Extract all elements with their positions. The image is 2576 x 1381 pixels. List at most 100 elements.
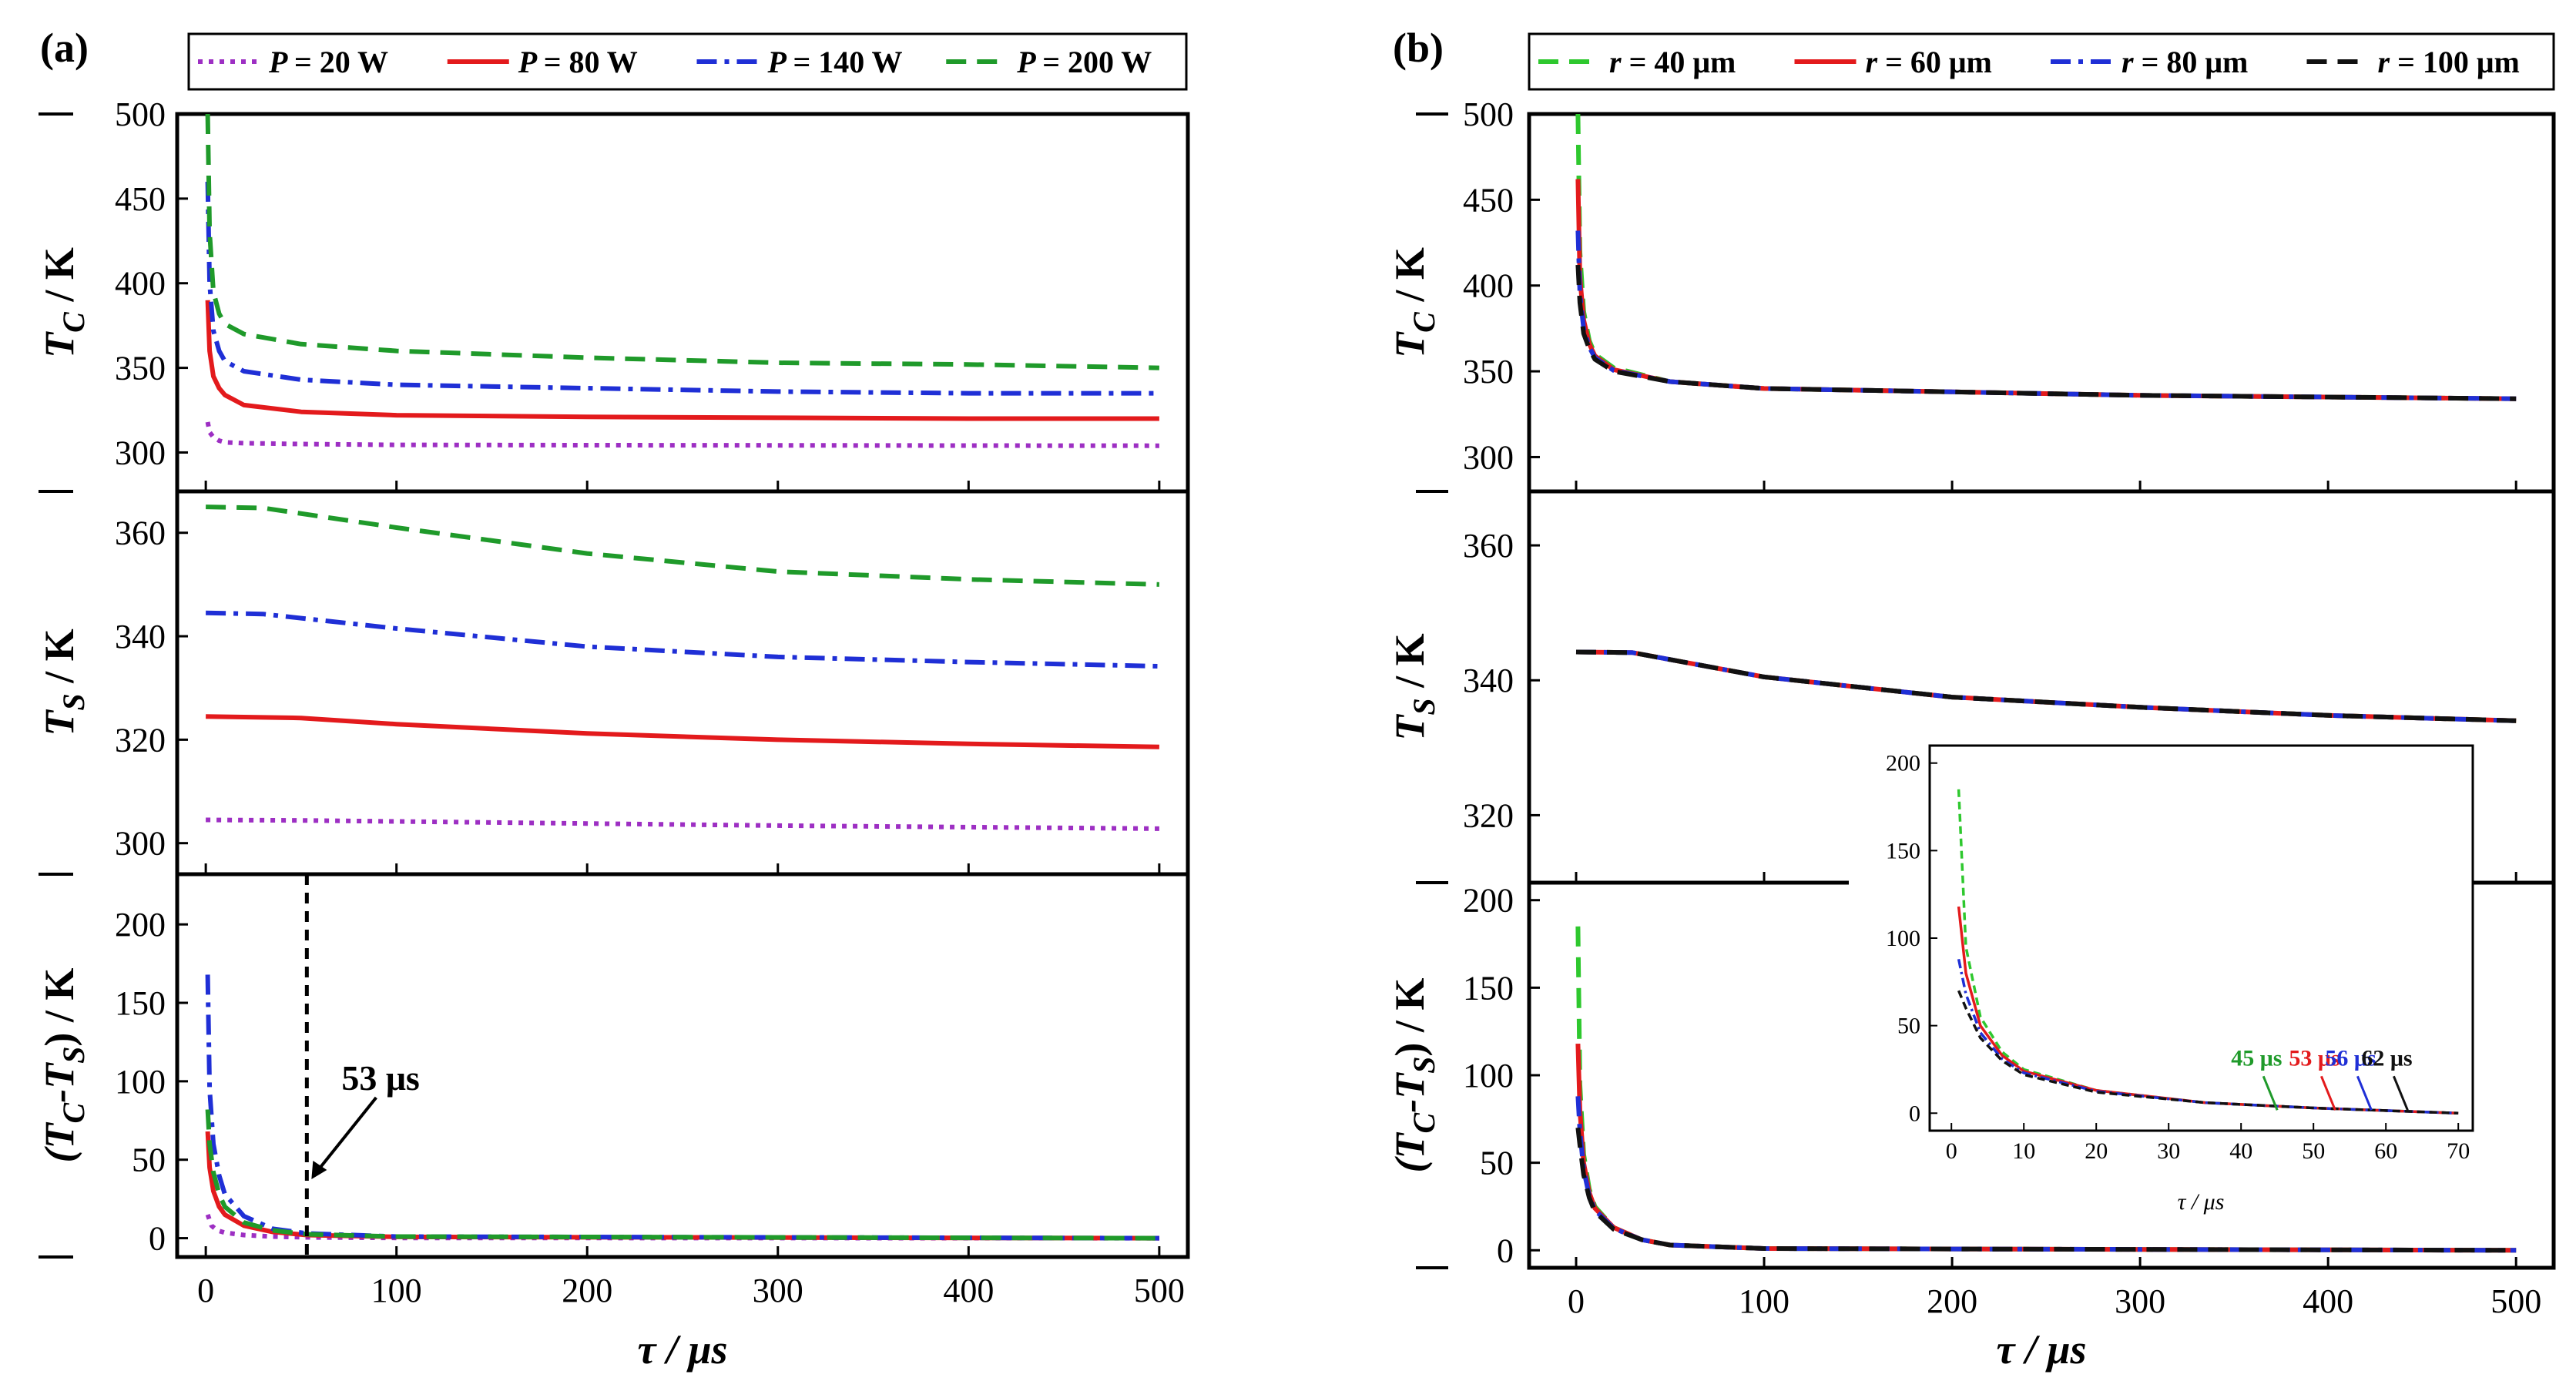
xtick-label-b-2: 200: [1927, 1282, 1977, 1320]
annotation-arrowhead-a: [311, 1161, 327, 1179]
legend-a: P = 20 W P = 80 W P = 140 W P = 200 W: [198, 45, 1152, 79]
legend-label-a-3: P = 200 W: [1016, 45, 1152, 79]
ytick-label-b-Tc-2: 400: [1463, 267, 1514, 305]
svg-text:(TC-TS) / K: (TC-TS) / K: [1387, 978, 1441, 1173]
ytick-label-b-Tc-0: 300: [1463, 438, 1514, 476]
series-b-Tc-Ts-3: [1575, 1127, 2517, 1253]
diff-frame-a: [175, 872, 1190, 1259]
ytick-label-b-Tc-Ts-0: 0: [1497, 1232, 1514, 1269]
inset-xlabel: τ / μs: [2178, 1189, 2225, 1215]
ytick-label-a-Tc-4: 500: [115, 96, 166, 133]
inset-xtick-label-6: 60: [2374, 1138, 2397, 1164]
tc-ylabel-b: TC / K: [1387, 247, 1441, 358]
panel-a: (a) P = 20 W P = 80 W P = 140 W P = 200 W T…: [36, 25, 1190, 1373]
series-a-Ts-3: [206, 504, 1159, 587]
inset-xtick-label-3: 30: [2157, 1138, 2180, 1164]
ytick-label-a-Ts-3: 360: [115, 515, 166, 552]
xlabel-b: τ / μs: [1996, 1326, 2086, 1373]
inset-series-3: [1957, 990, 2459, 1115]
inset-ytick-label-4: 200: [1886, 751, 1920, 776]
ytick-label-b-Tc-Ts-4: 200: [1463, 882, 1514, 920]
legend-label-b-2: r = 80 μm: [2122, 45, 2248, 79]
ytick-label-a-Tc-3: 450: [115, 180, 166, 218]
ytick-label-a-Ts-0: 300: [115, 825, 166, 863]
ytick-label-b-Tc-1: 350: [1463, 353, 1514, 391]
ytick-label-b-Tc-Ts-2: 100: [1463, 1057, 1514, 1094]
inset-annotation-2: 56 μs: [2325, 1045, 2376, 1071]
inset-xtick-label-4: 40: [2229, 1138, 2252, 1164]
ytick-label-a-Tc-Ts-4: 200: [115, 906, 166, 944]
svg-text:TC / K: TC / K: [1387, 247, 1441, 358]
inset-xtick-label-5: 50: [2302, 1138, 2325, 1164]
legend-b: r = 40 μm r = 60 μm r = 80 μm r = 100 μm: [1538, 45, 2520, 79]
svg-text:TS / K: TS / K: [36, 628, 91, 736]
ytick-label-a-Tc-Ts-1: 50: [132, 1141, 166, 1179]
ytick-label-a-Tc-Ts-3: 150: [115, 984, 166, 1022]
inset-arrow-0: [2262, 1075, 2279, 1111]
inset-series-2: [1957, 958, 2459, 1115]
inset-annotation-0: 45 μs: [2231, 1045, 2282, 1071]
xtick-label-b-5: 500: [2490, 1282, 2541, 1320]
ytick-label-a-Tc-2: 400: [115, 265, 166, 303]
xtick-label-b-1: 100: [1739, 1282, 1789, 1320]
frames-a: [39, 112, 1190, 1259]
legend-b-box: [1528, 32, 2555, 91]
xtick-label-a-0: 0: [197, 1272, 214, 1309]
inset-annotation-1: 53 μs: [2289, 1045, 2340, 1071]
legend-label-a-2: P = 140 W: [767, 45, 903, 79]
legend-label-b-0: r = 40 μm: [1609, 45, 1736, 79]
inset-arrow-2: [2356, 1075, 2373, 1111]
legend-label-a-1: P = 80 W: [518, 45, 638, 79]
ytick-label-b-Tc-Ts-1: 50: [1480, 1145, 1514, 1182]
series-a-Tc-Ts-3: [205, 1109, 1159, 1241]
series-a-Tc-0: [205, 421, 1159, 448]
series-a-Ts-0: [206, 817, 1159, 831]
xtick-label-a-3: 300: [753, 1272, 803, 1309]
inset-ytick-label-2: 100: [1886, 926, 1920, 951]
ytick-label-b-Tc-4: 500: [1463, 96, 1514, 133]
diff-ylabel-b: (TC-TS) / K: [1387, 978, 1441, 1173]
ts-ylabel-a: TS / K: [36, 628, 91, 736]
series-b-Ts-3: [1575, 649, 2517, 723]
inset-ytick-label-1: 50: [1897, 1014, 1920, 1039]
series-a-Ts-1: [206, 714, 1159, 749]
legend-a-box: [187, 32, 1188, 91]
series-b-Tc-3: [1575, 264, 2517, 401]
diff-ylabel-a: (TC-TS) / K: [36, 968, 91, 1163]
inset-ytick-label-0: 0: [1909, 1101, 1920, 1126]
xtick-label-b-0: 0: [1568, 1282, 1585, 1320]
inset-annotation-3: 62 μs: [2361, 1045, 2412, 1071]
legend-label-b-1: r = 60 μm: [1866, 45, 1992, 79]
plot-a: 300 350 400 450 500 300 320 340 360 0 50 100 150 200 5…: [115, 96, 1185, 1309]
series-a-Ts-2: [206, 610, 1159, 669]
ytick-label-a-Tc-Ts-0: 0: [149, 1220, 166, 1258]
svg-text:(TC-TS) / K: (TC-TS) / K: [36, 968, 91, 1163]
xtick-label-a-2: 200: [562, 1272, 612, 1309]
series-a-Tc-3: [205, 113, 1159, 370]
inset-arrow-1: [2320, 1075, 2336, 1111]
inset-arrow-3: [2393, 1075, 2409, 1111]
svg-text:TC / K: TC / K: [36, 247, 91, 358]
ytick-label-a-Tc-0: 300: [115, 434, 166, 471]
ytick-label-b-Tc-Ts-3: 150: [1463, 969, 1514, 1007]
series-a-Tc-1: [205, 300, 1159, 421]
inset-plot: 0 50 100 150 200 0 10 20 30 40 50 60 70 45 μs 53 μs56 …: [1886, 751, 2470, 1164]
xtick-label-a-5: 500: [1134, 1272, 1185, 1309]
ytick-label-b-Ts-2: 360: [1463, 527, 1514, 565]
inset-ytick-label-3: 150: [1886, 838, 1920, 863]
panel-b-label: (b): [1393, 25, 1444, 71]
ytick-label-a-Tc-1: 350: [115, 350, 166, 387]
ytick-label-a-Ts-2: 340: [115, 618, 166, 655]
xtick-label-a-1: 100: [371, 1272, 422, 1309]
ytick-label-a-Ts-1: 320: [115, 721, 166, 759]
inset-xtick-label-1: 10: [2012, 1138, 2035, 1164]
annotation-text-a: 53 μs: [341, 1058, 419, 1098]
xtick-label-b-4: 400: [2303, 1282, 2353, 1320]
series-a-Tc-2: [205, 181, 1159, 396]
legend-label-b-3: r = 100 μm: [2378, 45, 2520, 79]
ytick-label-a-Tc-Ts-2: 100: [115, 1063, 166, 1101]
xtick-label-b-3: 300: [2115, 1282, 2165, 1320]
ytick-label-b-Ts-0: 320: [1463, 796, 1514, 834]
